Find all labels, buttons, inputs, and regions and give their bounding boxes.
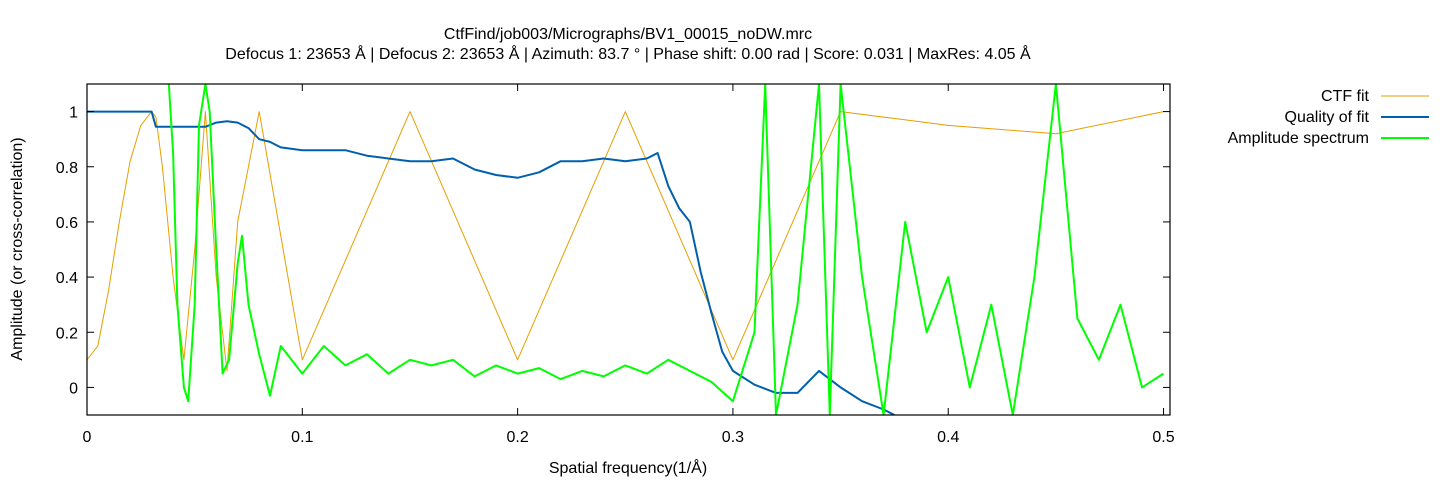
series-line-2 <box>167 84 1165 415</box>
legend: CTF fit Quality of fit Amplitude spectrum <box>1228 88 1429 147</box>
series-line-1 <box>87 110 895 415</box>
x-tick-label-1: 0.1 <box>291 429 313 446</box>
y-tick-label-1: 0.2 <box>56 325 78 342</box>
legend-label-0: CTF fit <box>1321 88 1370 105</box>
legend-label-2: Amplitude spectrum <box>1228 130 1369 147</box>
chart-subtitle: Defocus 1: 23653 Å | Defocus 2: 23653 Å … <box>225 44 1031 63</box>
y-tick-label-4: 0.8 <box>56 160 78 177</box>
x-axis-label: Spatial frequency(1/Å) <box>549 458 707 477</box>
y-tick-label-3: 0.6 <box>56 215 78 232</box>
y-tick-label-0: 0 <box>69 380 78 397</box>
series-layer <box>87 84 1165 415</box>
chart-title: CtfFind/job003/Micrographs/BV1_00015_noD… <box>444 26 812 43</box>
x-tick-label-4: 0.4 <box>937 429 959 446</box>
x-tick-label-2: 0.2 <box>506 429 528 446</box>
y-axis-label: Amplitude (or cross-correlation) <box>9 137 26 360</box>
plot-frame <box>86 83 1171 416</box>
y-tick-label-2: 0.4 <box>56 270 78 287</box>
x-tick-label-5: 0.5 <box>1152 429 1174 446</box>
x-tick-label-0: 0 <box>83 429 92 446</box>
legend-label-1: Quality of fit <box>1285 109 1370 126</box>
y-tick-label-5: 1 <box>69 105 78 122</box>
axis-ticks: 0 0.1 0.2 0.3 0.4 0.5 0 0.2 0.4 0.6 0.8 1 <box>56 84 1175 446</box>
x-tick-label-3: 0.3 <box>722 429 744 446</box>
series-line-0 <box>87 111 1164 372</box>
